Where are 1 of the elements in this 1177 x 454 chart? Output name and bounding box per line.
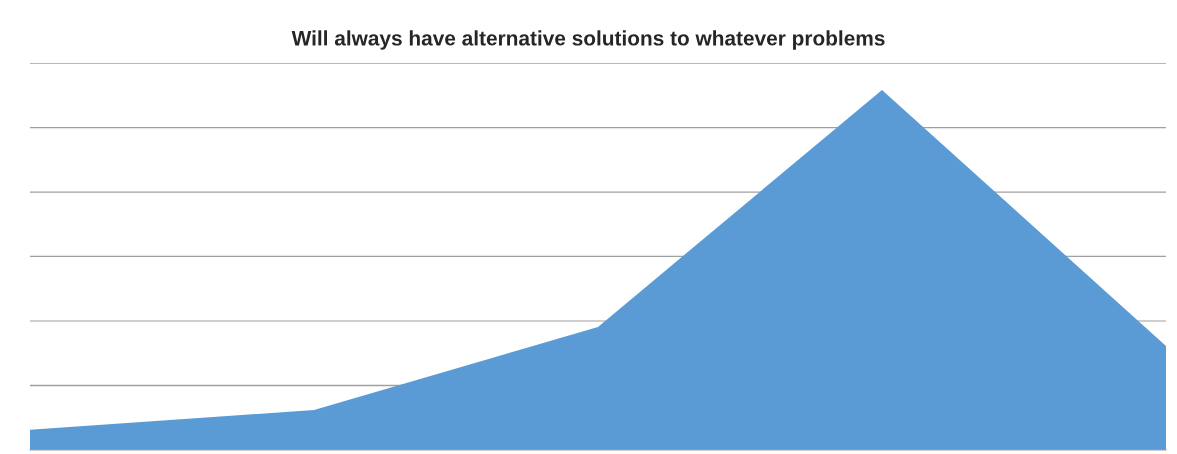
chart-title: Will always have alternative solutions to whatever problems	[291, 30, 885, 50]
